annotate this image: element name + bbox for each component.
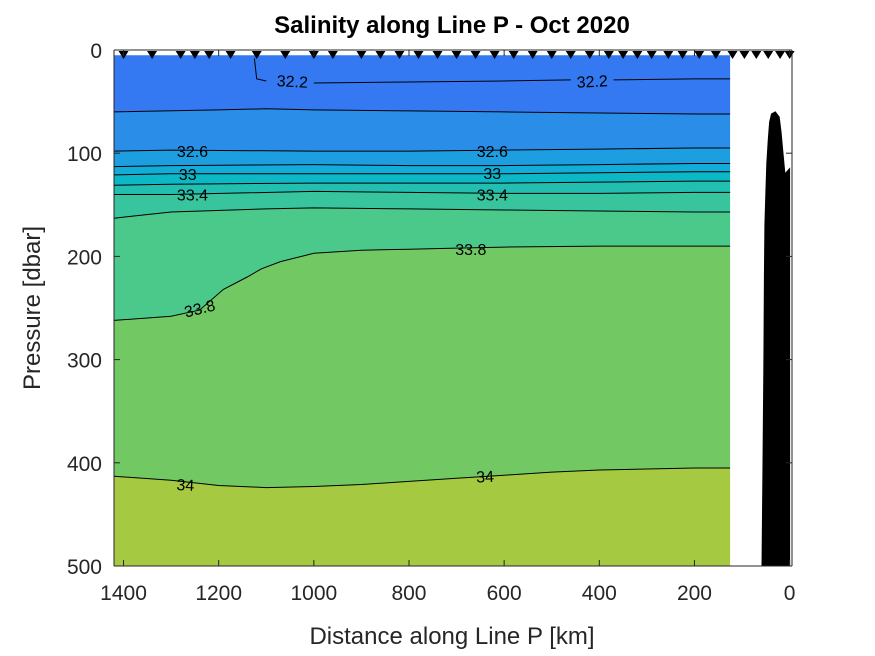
station-marker [432,51,443,59]
station-marker [646,51,657,59]
contour-label-33.4: 33.4 [477,188,508,205]
station-marker [775,51,786,59]
x-axis-label: Distance along Line P [km] [309,623,594,650]
contour-label-32.6: 32.6 [477,144,508,161]
y-tick-label: 200 [67,246,102,269]
station-marker [565,51,576,59]
station-marker [413,51,424,59]
x-tick-label: 400 [582,582,617,605]
station-marker [751,51,762,59]
station-markers [118,51,795,59]
x-tick-label: 800 [391,582,426,605]
contour-line-32.2-b [313,79,571,84]
contour-band-34 [114,468,731,566]
station-marker [489,51,500,59]
y-axis: 0 100 200 300 400 500 [67,40,793,579]
station-marker [189,51,200,59]
station-marker [225,51,236,59]
station-marker [204,51,215,59]
x-tick-label: 1200 [195,582,242,605]
contour-band-32.8 [114,163,731,175]
contour-lines [114,58,731,489]
contour-band-32.2 [114,55,731,114]
contour-line-32.2-c [613,78,731,81]
contour-label-34: 34 [176,477,195,495]
filled-contours [114,55,731,566]
station-marker [147,51,158,59]
contour-band-32.4 [114,108,731,152]
contour-line-33.8 [114,245,731,321]
contour-line-34 [114,467,731,489]
station-marker [727,51,738,59]
contour-label-33.8: 33.8 [455,242,486,259]
contour-line-32.6 [114,147,731,152]
contour-line-33.4 [114,190,731,195]
station-marker [394,51,405,59]
station-marker [694,51,705,59]
contour-label-33: 33 [179,167,197,184]
contour-band-33.6 [114,207,731,321]
station-marker [451,51,462,59]
station-marker [739,51,750,59]
contour-line-33.6 [114,207,731,219]
contour-band-33.8 [114,246,731,488]
y-tick-label: 0 [90,40,102,63]
station-marker [280,51,291,59]
y-tick-label: 500 [67,556,102,579]
station-marker [356,51,367,59]
station-marker [327,51,338,59]
contour-band-32.6 [114,148,731,167]
x-axis: 1400 1200 1000 800 600 400 200 0 [100,49,796,605]
contour-label-32.2: 32.2 [576,73,608,92]
station-marker [251,51,262,59]
contour-line-33 [114,171,731,176]
contour-band-33.4 [114,191,731,219]
contour-label-32.2: 32.2 [276,73,308,92]
bathymetry-profile [761,111,791,566]
bathymetry-shape [761,111,791,566]
contour-label-33: 33 [483,166,501,183]
x-tick-label: 1000 [290,582,337,605]
contour-line-32.2-a [253,58,267,82]
y-axis-label: Pressure [dbar] [19,226,46,390]
station-marker [470,51,481,59]
contour-line-32.8 [114,163,731,168]
station-marker [710,51,721,59]
contour-label-32.6: 32.6 [177,144,208,161]
x-tick-label: 0 [784,582,796,605]
y-tick-label: 400 [67,453,102,476]
x-tick-label: 1400 [100,582,147,605]
x-tick-label: 600 [487,582,522,605]
contour-label-33.4: 33.4 [177,188,208,205]
contour-line-33.2 [114,180,731,186]
contour-line-32.4 [114,108,731,115]
station-marker [618,51,629,59]
station-marker [175,51,186,59]
station-marker [632,51,643,59]
station-marker [763,51,774,59]
contour-band-33.2 [114,181,731,195]
y-tick-label: 100 [67,143,102,166]
station-marker [663,51,674,59]
chart-title: Salinity along Line P - Oct 2020 [274,12,630,39]
station-marker [508,51,519,59]
contour-label-34: 34 [476,469,494,487]
station-marker [677,51,688,59]
station-marker [584,51,595,59]
station-marker [527,51,538,59]
station-marker [546,51,557,59]
station-marker [603,51,614,59]
station-marker [375,51,386,59]
x-tick-label: 200 [677,582,712,605]
y-tick-label: 300 [67,350,102,373]
